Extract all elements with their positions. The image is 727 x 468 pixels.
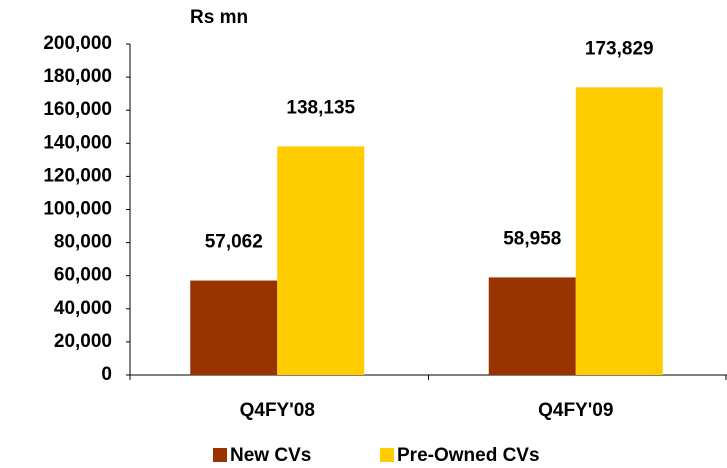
y-tick-label: 0 bbox=[101, 364, 112, 385]
value-label: 58,958 bbox=[503, 228, 561, 249]
bar bbox=[488, 277, 576, 375]
bar bbox=[277, 146, 365, 375]
legend-swatch bbox=[213, 448, 227, 462]
value-label: 138,135 bbox=[286, 97, 355, 118]
x-tick-label: Q4FY'09 bbox=[538, 400, 613, 421]
y-tick-label: 160,000 bbox=[43, 99, 112, 120]
legend-swatch bbox=[380, 448, 394, 462]
bar bbox=[575, 87, 663, 376]
x-tick-label: Q4FY'08 bbox=[240, 400, 315, 421]
value-label: 57,062 bbox=[205, 232, 263, 253]
y-tick-label: 100,000 bbox=[43, 199, 112, 220]
y-tick-label: 200,000 bbox=[43, 33, 112, 54]
y-tick-label: 120,000 bbox=[43, 165, 112, 186]
y-axis-label: Rs mn bbox=[190, 7, 248, 28]
value-label: 173,829 bbox=[585, 38, 654, 59]
y-tick-label: 80,000 bbox=[54, 232, 112, 253]
y-tick-label: 140,000 bbox=[43, 132, 112, 153]
y-tick-label: 180,000 bbox=[43, 66, 112, 87]
legend-label: New CVs bbox=[230, 445, 311, 466]
y-tick-label: 40,000 bbox=[54, 298, 112, 319]
legend-label: Pre-Owned CVs bbox=[397, 445, 540, 466]
y-tick-label: 60,000 bbox=[54, 265, 112, 286]
y-tick-label: 20,000 bbox=[54, 331, 112, 352]
bar bbox=[190, 280, 278, 375]
